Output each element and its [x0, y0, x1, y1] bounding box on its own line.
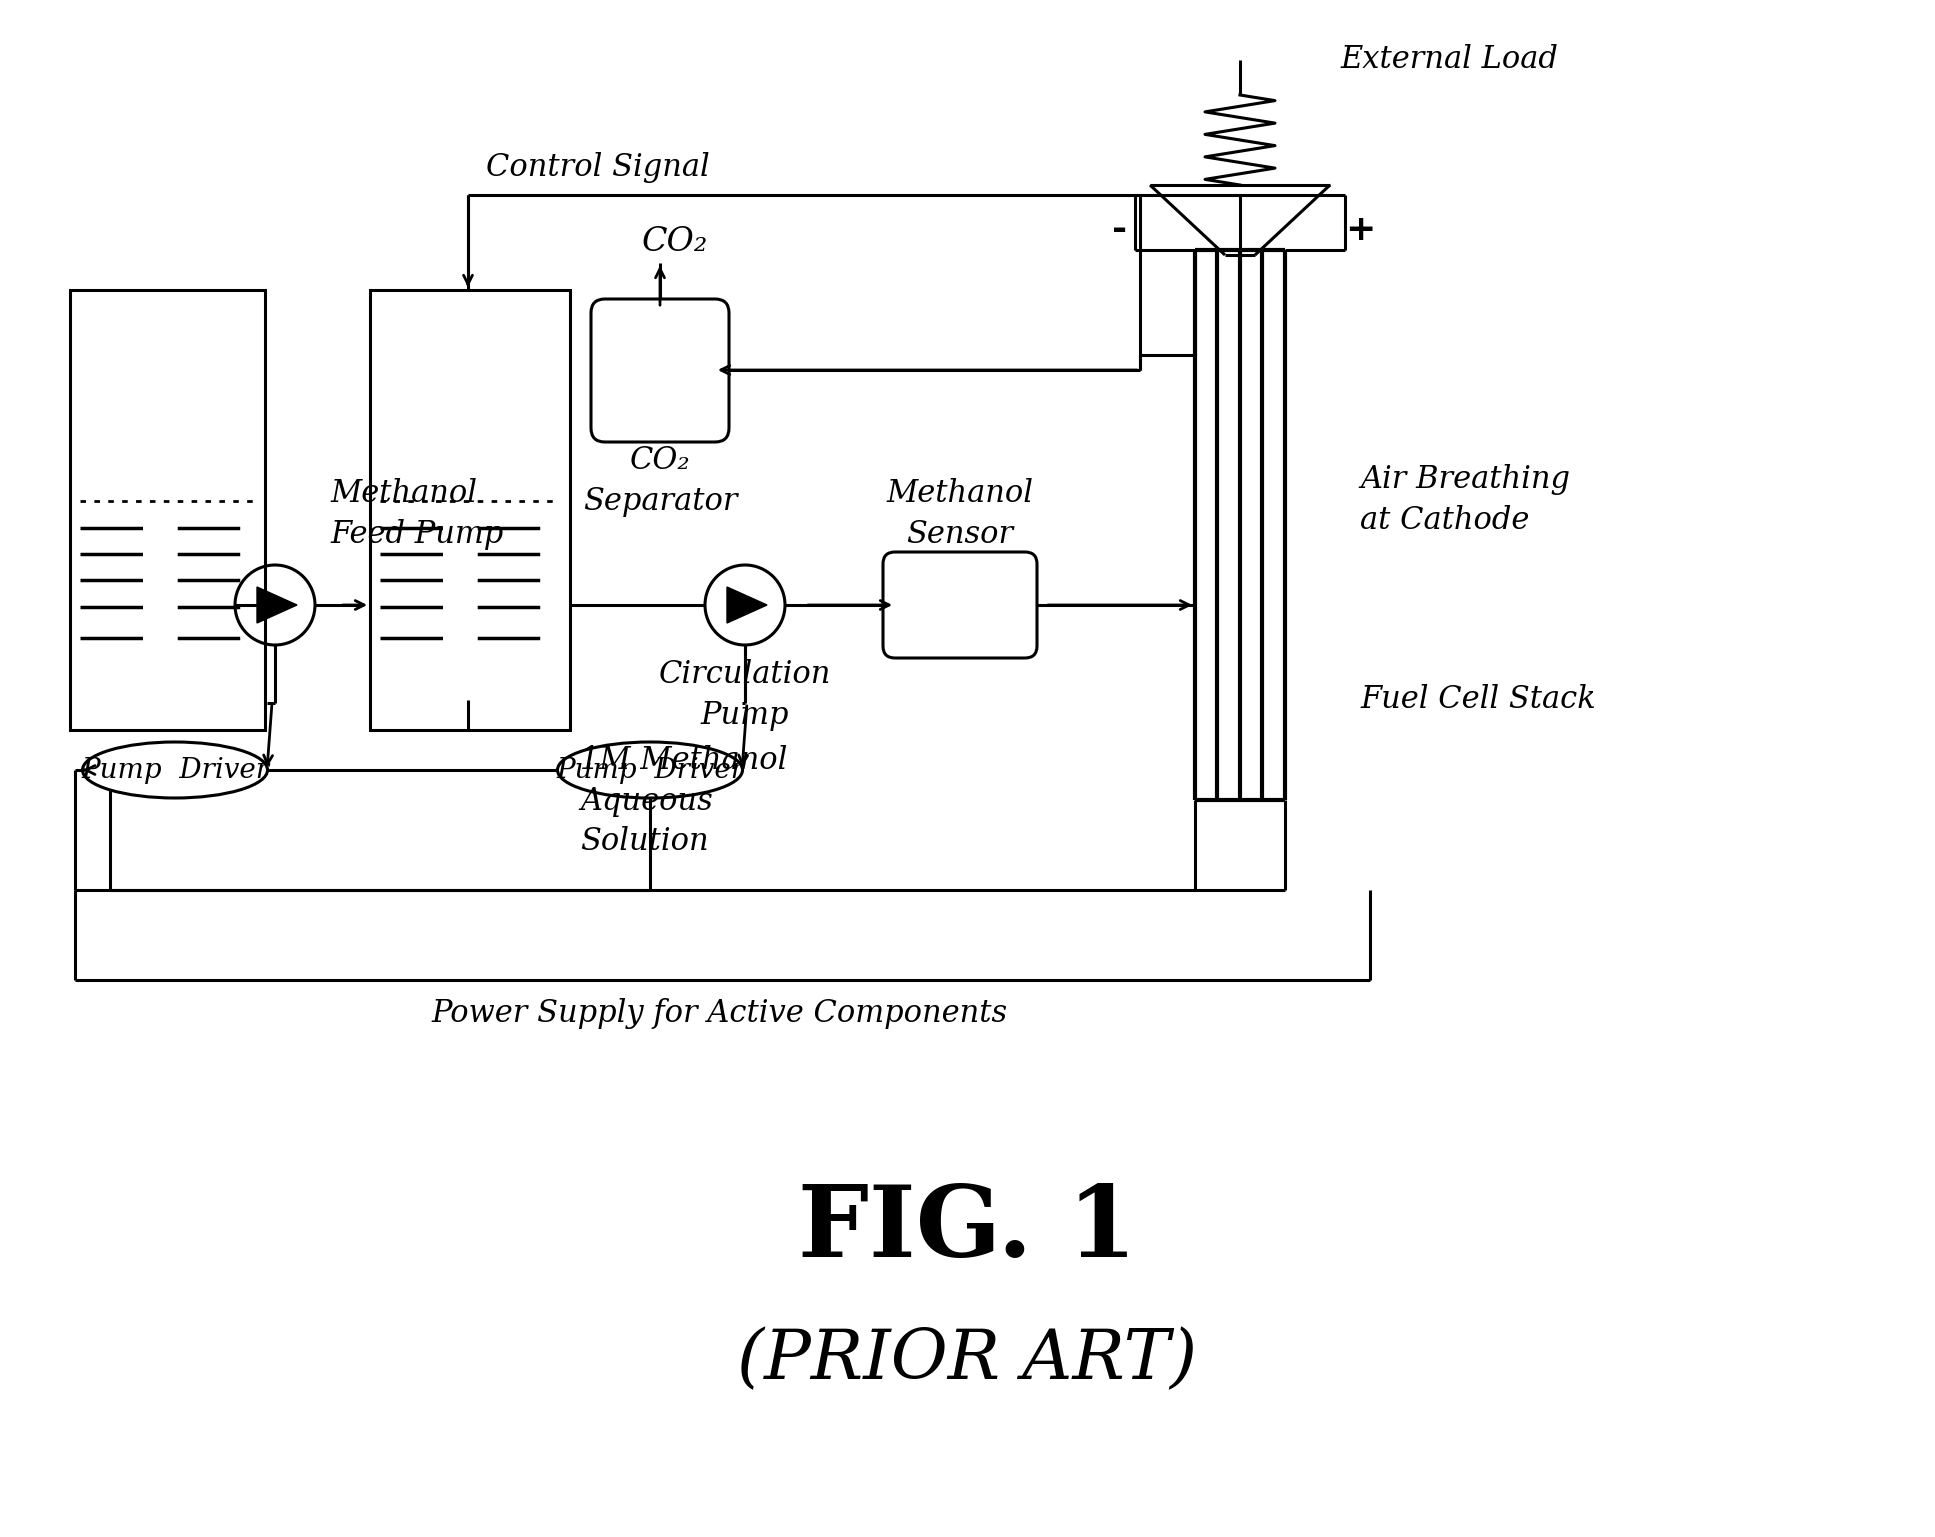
Text: Methanol
Feed Pump: Methanol Feed Pump: [331, 478, 503, 550]
Bar: [370, 290, 571, 730]
Text: Control Signal: Control Signal: [486, 152, 710, 183]
Ellipse shape: [557, 742, 743, 798]
Text: +: +: [1345, 214, 1376, 247]
Ellipse shape: [83, 742, 267, 798]
Bar: [70, 290, 265, 730]
FancyBboxPatch shape: [882, 552, 1037, 658]
Text: Circulation
Pump: Circulation Pump: [658, 659, 832, 730]
Text: Pump  Driver: Pump Driver: [555, 756, 743, 784]
Text: (PRIOR ART): (PRIOR ART): [737, 1326, 1198, 1394]
Text: 1M Methanol
Aqueous
Solution: 1M Methanol Aqueous Solution: [580, 745, 788, 858]
Text: FIG. 1: FIG. 1: [797, 1182, 1136, 1279]
Text: Fuel Cell Stack: Fuel Cell Stack: [1360, 684, 1596, 716]
Text: Air Breathing
at Cathode: Air Breathing at Cathode: [1360, 464, 1569, 536]
Text: CO₂: CO₂: [642, 226, 708, 258]
Text: Power Supply for Active Components: Power Supply for Active Components: [432, 998, 1008, 1028]
Text: CO₂
Separator: CO₂ Separator: [582, 446, 737, 516]
Polygon shape: [728, 587, 766, 622]
Polygon shape: [257, 587, 296, 622]
Text: Pump  Driver: Pump Driver: [81, 756, 269, 784]
FancyBboxPatch shape: [590, 300, 729, 443]
Text: Methanol
Sensor: Methanol Sensor: [886, 478, 1033, 550]
Text: External Load: External Load: [1341, 45, 1558, 75]
Text: -: -: [1113, 214, 1128, 247]
